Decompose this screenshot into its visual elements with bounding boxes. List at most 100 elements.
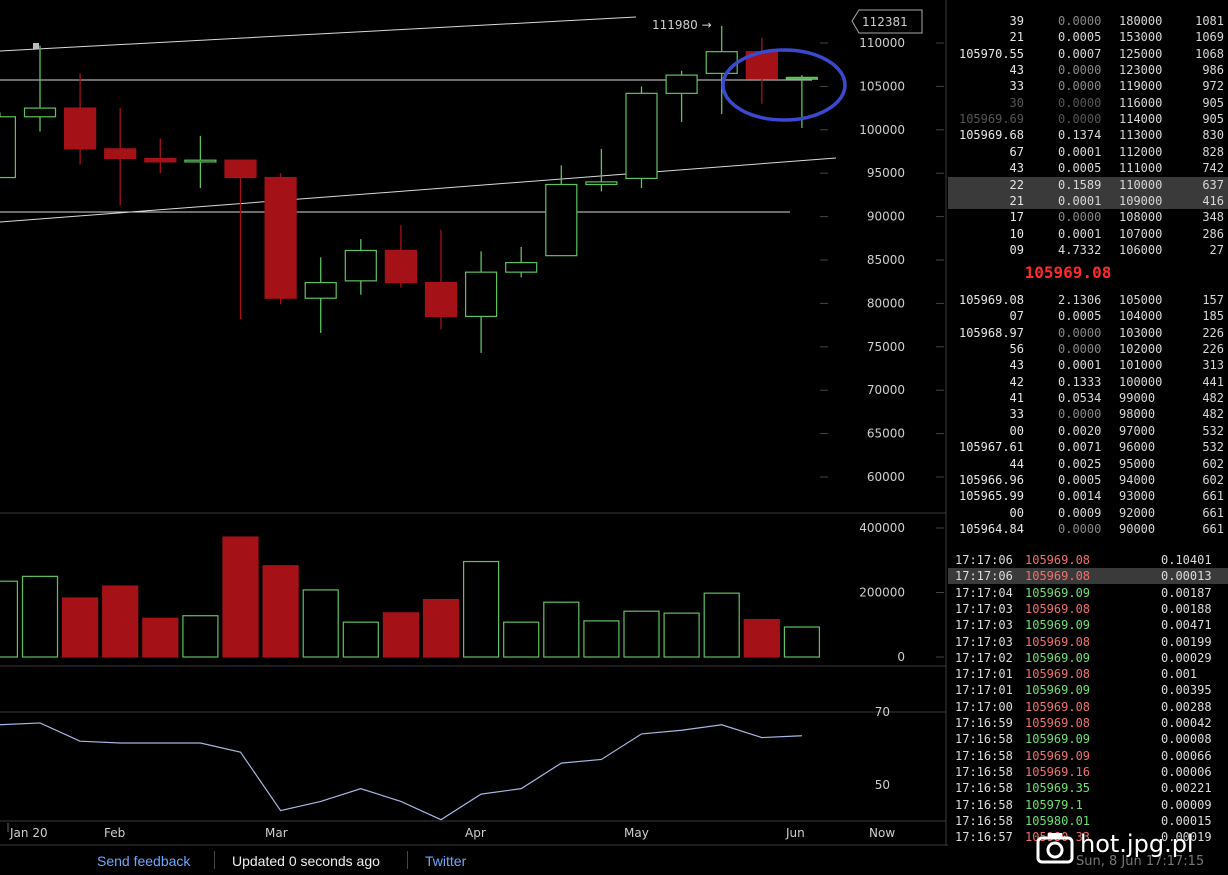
order-book-row[interactable]: 105965.99 0.0014 93000 661	[948, 488, 1228, 504]
order-price: 09	[1009, 242, 1024, 257]
order-cumulative: 441	[1202, 374, 1224, 389]
trade-amount: 0.00008	[1161, 732, 1212, 747]
trade-time: 17:16:58	[955, 813, 1013, 828]
candle-body	[545, 183, 578, 257]
trade-amount: 0.00029	[1161, 650, 1212, 665]
indicator-polyline	[0, 722, 802, 821]
trade-time: 17:16:58	[955, 781, 1013, 796]
order-book-row[interactable]: 00 0.0020 97000 532	[948, 423, 1228, 439]
watermark: hot.jpg.pl	[1080, 830, 1194, 858]
order-cumulative: 286	[1202, 226, 1224, 241]
order-book-row[interactable]: 43 0.0001 101000 313	[948, 357, 1228, 373]
order-price: 39	[1009, 14, 1024, 28]
trade-row[interactable]: 17:16:58 105969.16 0.00006	[948, 764, 1228, 780]
order-level: 112000	[1119, 144, 1163, 159]
trade-price: 105969.09	[1025, 683, 1091, 698]
trade-price: 105969.09	[1025, 618, 1091, 633]
order-book-row[interactable]: 07 0.0005 104000 185	[948, 308, 1228, 324]
order-book-row[interactable]: 105964.84 0.0000 90000 661	[948, 521, 1228, 537]
camera-icon	[1036, 833, 1074, 864]
order-price: 43	[1009, 161, 1024, 176]
trade-row[interactable]: 17:17:06 105969.08 0.00013	[948, 568, 1228, 585]
order-book-row[interactable]: 44 0.0025 95000 602	[948, 456, 1228, 472]
trade-price: 105969.09	[1025, 585, 1091, 600]
trade-row[interactable]: 17:17:04 105969.09 0.00187	[948, 585, 1228, 601]
order-price: 07	[1009, 309, 1024, 324]
volume-bar	[382, 612, 419, 658]
order-book-row[interactable]: 33 0.0000 98000 482	[948, 406, 1228, 422]
trade-row[interactable]: 17:16:58 105969.09 0.00008	[948, 731, 1228, 747]
volume-bar	[342, 621, 379, 658]
y-tick-label: 100000	[859, 123, 905, 137]
volume-bar	[142, 617, 179, 658]
order-cumulative: 157	[1202, 293, 1224, 307]
order-book-row[interactable]: 43 0.0000 123000 986	[948, 62, 1228, 78]
trade-row[interactable]: 17:16:58 105979.1 0.00009	[948, 797, 1228, 813]
order-book-row[interactable]: 00 0.0009 92000 661	[948, 505, 1228, 521]
order-book-row[interactable]: 21 0.0001 109000 416	[948, 192, 1228, 209]
trade-row[interactable]: 17:17:03 105969.09 0.00471	[948, 617, 1228, 633]
order-amount: 0.1333	[1058, 374, 1102, 389]
trade-row[interactable]: 17:16:58 105969.09 0.00066	[948, 748, 1228, 764]
trade-row[interactable]: 17:17:01 105969.08 0.001	[948, 666, 1228, 682]
order-book-row[interactable]: 105967.61 0.0071 96000 532	[948, 439, 1228, 455]
chart-area[interactable]: 60000 65000 70000 75000 80000 85000 90000 95000…	[0, 0, 948, 846]
send-feedback-link[interactable]: Send feedback	[97, 853, 191, 869]
order-book-row[interactable]: 10 0.0001 107000 286	[948, 226, 1228, 242]
trade-row[interactable]: 17:16:58 105969.35 0.00221	[948, 780, 1228, 796]
order-book-row[interactable]: 39 0.0000 180000 1081	[948, 13, 1228, 29]
trade-row[interactable]: 17:17:02 105969.09 0.00029	[948, 650, 1228, 666]
order-amount: 0.0000	[1058, 342, 1102, 357]
order-price: 44	[1009, 456, 1024, 471]
order-amount: 2.1306	[1058, 293, 1102, 307]
order-level: 106000	[1119, 242, 1163, 257]
indicator-line	[0, 722, 802, 821]
twitter-link[interactable]: Twitter	[425, 853, 467, 869]
candle-body	[384, 249, 417, 284]
order-cumulative: 661	[1202, 489, 1224, 504]
order-level: 97000	[1119, 423, 1156, 438]
order-cumulative: 742	[1202, 161, 1224, 176]
order-cumulative: 482	[1202, 407, 1224, 422]
order-book-row[interactable]: 21 0.0005 153000 1069	[948, 29, 1228, 45]
order-book-row[interactable]: 105969.69 0.0000 114000 905	[948, 111, 1228, 127]
order-book-row[interactable]: 105970.55 0.0007 125000 1068	[948, 46, 1228, 62]
footer-divider	[407, 851, 408, 869]
order-book-row[interactable]: 42 0.1333 100000 441	[948, 374, 1228, 390]
order-amount: 0.0009	[1058, 505, 1102, 520]
order-book-row[interactable]: 17 0.0000 108000 348	[948, 209, 1228, 225]
order-book-row[interactable]: 105968.97 0.0000 103000 226	[948, 325, 1228, 341]
trade-row[interactable]: 17:17:00 105969.08 0.00288	[948, 699, 1228, 715]
order-price: 30	[1009, 95, 1024, 110]
order-cumulative: 185	[1202, 309, 1224, 324]
order-book-row[interactable]: 105966.96 0.0005 94000 602	[948, 472, 1228, 488]
trade-row[interactable]: 17:17:01 105969.09 0.00395	[948, 682, 1228, 698]
order-cumulative: 661	[1202, 505, 1224, 520]
order-book-row[interactable]: 22 0.1589 110000 637	[948, 176, 1228, 193]
order-amount: 0.0000	[1058, 63, 1102, 78]
order-book-row[interactable]: 105969.08 2.1306 105000 157	[948, 292, 1228, 308]
order-book-row[interactable]: 105969.68 0.1374 113000 830	[948, 127, 1228, 143]
order-book-row[interactable]: 30 0.0000 116000 905	[948, 95, 1228, 111]
order-book-row[interactable]: 41 0.0534 99000 482	[948, 390, 1228, 406]
y-tick-label: 80000	[867, 296, 905, 310]
order-level: 107000	[1119, 226, 1163, 241]
order-level: 116000	[1119, 95, 1163, 110]
trade-row[interactable]: 17:17:06 105969.08 0.10401	[948, 552, 1228, 568]
x-tick-label: Feb	[104, 826, 125, 840]
order-book-row[interactable]: 09 4.7332 106000 27	[948, 242, 1228, 258]
order-price: 43	[1009, 63, 1024, 78]
trade-row[interactable]: 17:17:03 105969.08 0.00199	[948, 634, 1228, 650]
highlight-circle	[721, 48, 847, 122]
trade-row[interactable]: 17:16:58 105980.01 0.00015	[948, 813, 1228, 829]
order-book-row[interactable]: 33 0.0000 119000 972	[948, 78, 1228, 94]
order-book-row[interactable]: 67 0.0001 112000 828	[948, 144, 1228, 160]
order-book-row[interactable]: 43 0.0005 111000 742	[948, 160, 1228, 176]
order-book-row[interactable]: 56 0.0000 102000 226	[948, 341, 1228, 357]
order-amount: 0.0025	[1058, 456, 1102, 471]
trade-row[interactable]: 17:16:59 105969.08 0.00042	[948, 715, 1228, 731]
trade-time: 17:17:03	[955, 634, 1013, 649]
order-level: 102000	[1119, 342, 1163, 357]
trade-row[interactable]: 17:17:03 105969.08 0.00188	[948, 601, 1228, 617]
candle-body	[184, 159, 217, 163]
